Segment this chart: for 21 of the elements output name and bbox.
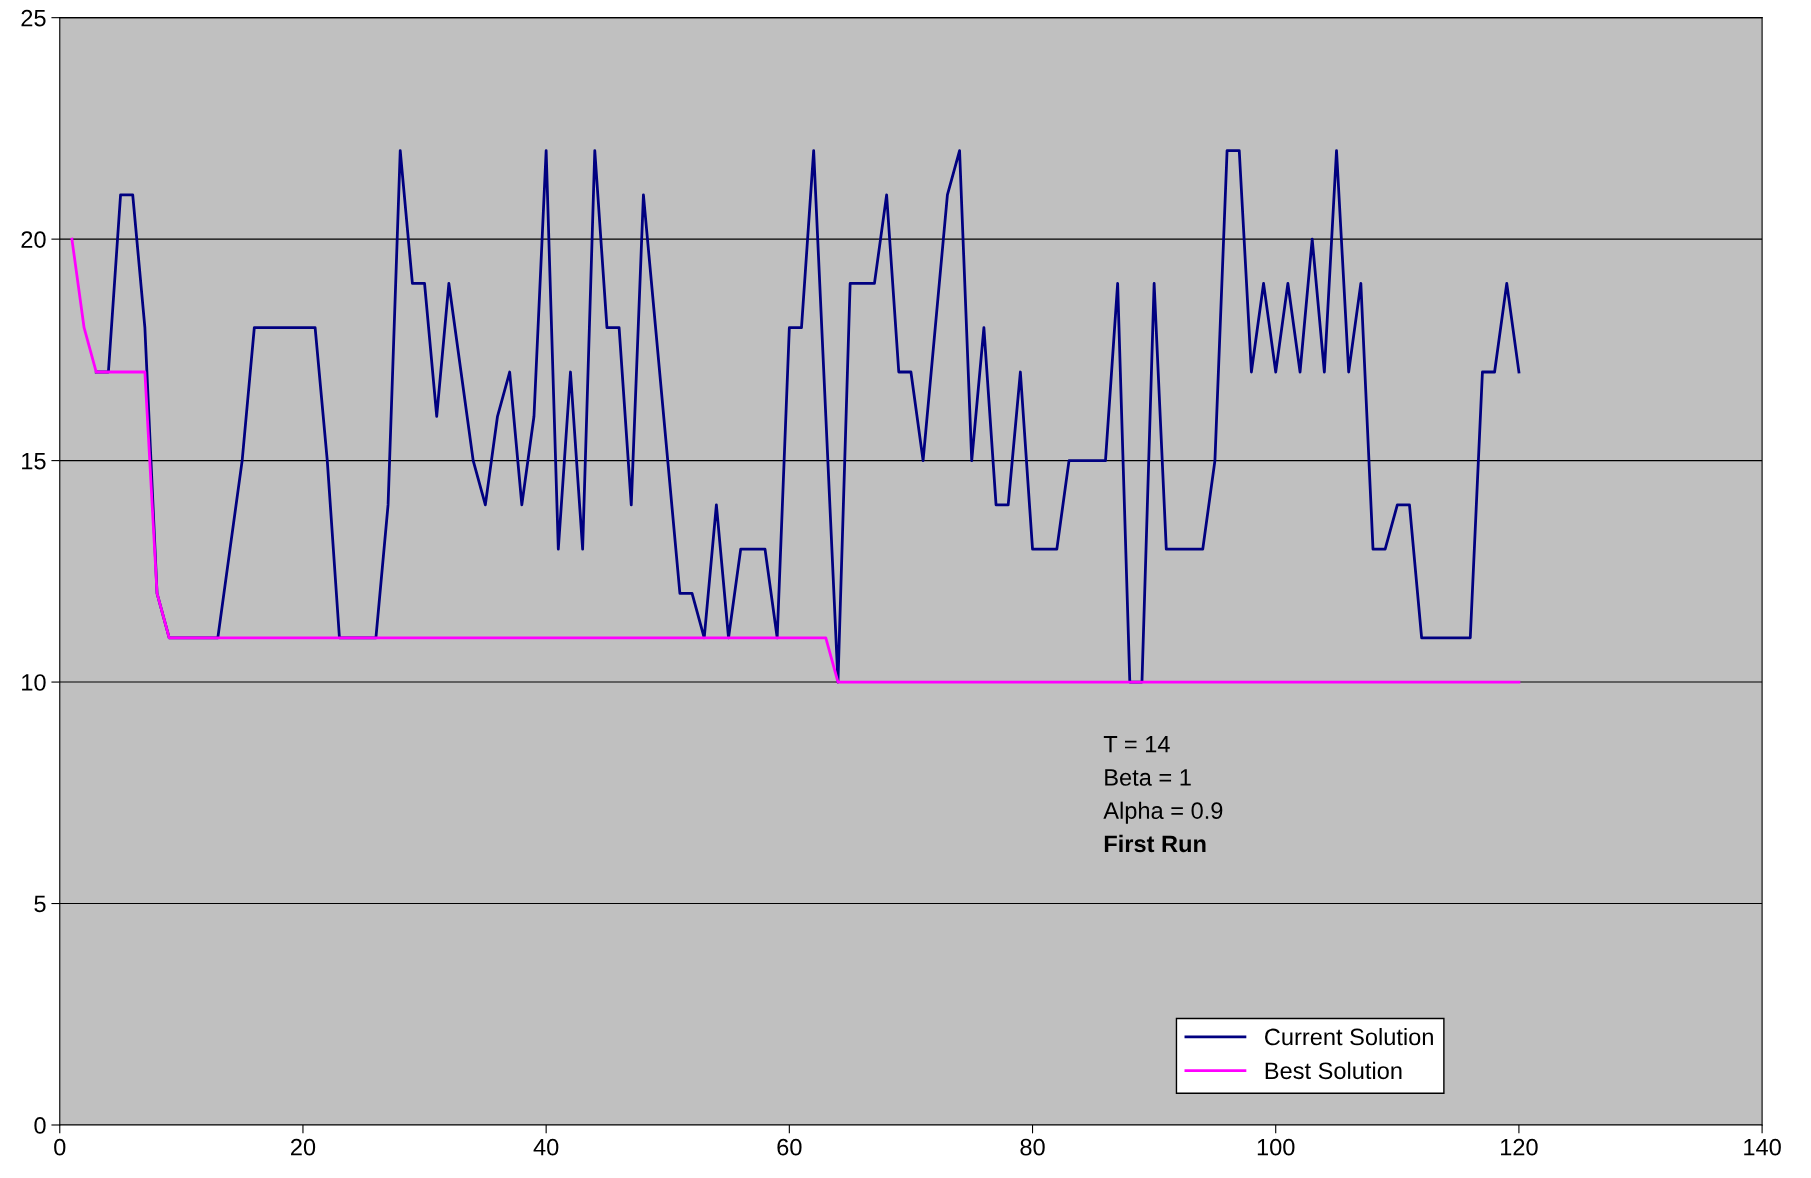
line-series [70,237,1521,684]
annotation: Beta = 1 [1105,769,1191,786]
annotation: Alpha = 0.9 [1103,801,1223,824]
x-tick-label: 120 [1501,1138,1538,1156]
x-tick-label: 60 [777,1138,802,1156]
x-tick-label: 20 [291,1138,316,1156]
y-tick-label: 20 [21,231,46,248]
y-tick-label: 25 [21,9,46,27]
y-tick-label: 5 [34,895,46,913]
y-tick-label: 10 [22,674,46,691]
x-tick-label: 80 [1020,1138,1045,1156]
x-tick-label: 100 [1257,1138,1295,1156]
annotation: First Run [1104,834,1206,853]
legend-label: Best Solution [1265,1061,1402,1080]
y-tick-label: 0 [34,1117,46,1134]
x-tick-label: 140 [1744,1138,1781,1156]
legend-label: Current Solution [1265,1027,1433,1046]
y-tick-label: 15 [22,452,46,470]
x-tick-label: 40 [533,1138,559,1156]
annotation: T = 14 [1103,736,1170,753]
x-tick-label: 0 [54,1138,66,1156]
